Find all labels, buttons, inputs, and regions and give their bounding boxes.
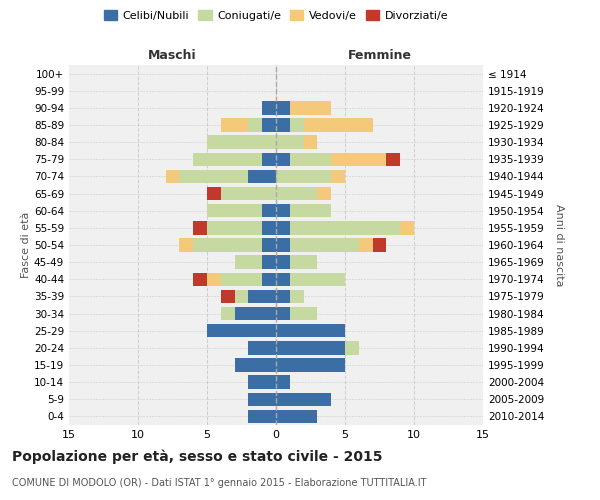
Bar [193, 152, 262, 166]
Bar [248, 290, 276, 303]
Text: Maschi: Maschi [148, 48, 197, 62]
Bar [304, 118, 373, 132]
Bar [373, 238, 386, 252]
Bar [262, 238, 276, 252]
Bar [262, 221, 276, 234]
Bar [276, 341, 345, 354]
Text: Femmine: Femmine [347, 48, 412, 62]
Bar [290, 272, 345, 286]
Bar [248, 341, 276, 354]
Bar [290, 256, 317, 269]
Bar [290, 204, 331, 218]
Bar [235, 358, 276, 372]
Bar [317, 187, 331, 200]
Bar [331, 170, 345, 183]
Bar [248, 410, 276, 423]
Bar [221, 118, 248, 132]
Bar [276, 272, 290, 286]
Bar [290, 118, 304, 132]
Bar [276, 170, 331, 183]
Text: COMUNE DI MODOLO (OR) - Dati ISTAT 1° gennaio 2015 - Elaborazione TUTTITALIA.IT: COMUNE DI MODOLO (OR) - Dati ISTAT 1° ge… [12, 478, 427, 488]
Bar [276, 221, 290, 234]
Bar [304, 136, 317, 149]
Bar [262, 272, 276, 286]
Bar [221, 290, 235, 303]
Bar [262, 204, 276, 218]
Legend: Celibi/Nubili, Coniugati/e, Vedovi/e, Divorziati/e: Celibi/Nubili, Coniugati/e, Vedovi/e, Di… [100, 6, 452, 25]
Bar [248, 170, 276, 183]
Bar [386, 152, 400, 166]
Bar [276, 410, 317, 423]
Bar [276, 118, 290, 132]
Bar [193, 272, 207, 286]
Bar [290, 152, 331, 166]
Bar [221, 307, 235, 320]
Bar [290, 238, 359, 252]
Bar [331, 152, 386, 166]
Bar [290, 221, 400, 234]
Bar [248, 376, 276, 389]
Bar [193, 221, 207, 234]
Bar [400, 221, 414, 234]
Bar [207, 272, 221, 286]
Bar [276, 256, 290, 269]
Bar [166, 170, 179, 183]
Bar [262, 256, 276, 269]
Bar [221, 187, 276, 200]
Bar [179, 170, 248, 183]
Bar [276, 376, 290, 389]
Bar [262, 118, 276, 132]
Bar [248, 118, 262, 132]
Bar [207, 221, 262, 234]
Bar [207, 204, 262, 218]
Bar [276, 152, 290, 166]
Bar [235, 290, 248, 303]
Bar [290, 290, 304, 303]
Bar [235, 307, 276, 320]
Y-axis label: Fasce di età: Fasce di età [21, 212, 31, 278]
Bar [193, 238, 262, 252]
Bar [276, 136, 304, 149]
Bar [276, 307, 290, 320]
Bar [207, 324, 276, 338]
Bar [290, 307, 317, 320]
Bar [276, 358, 345, 372]
Bar [235, 256, 262, 269]
Bar [276, 290, 290, 303]
Bar [290, 101, 331, 114]
Bar [276, 324, 345, 338]
Bar [276, 101, 290, 114]
Text: Popolazione per età, sesso e stato civile - 2015: Popolazione per età, sesso e stato civil… [12, 450, 383, 464]
Bar [345, 341, 359, 354]
Bar [262, 152, 276, 166]
Bar [262, 101, 276, 114]
Bar [221, 272, 262, 286]
Bar [276, 392, 331, 406]
Bar [248, 392, 276, 406]
Bar [179, 238, 193, 252]
Bar [359, 238, 373, 252]
Bar [276, 204, 290, 218]
Bar [207, 136, 276, 149]
Bar [276, 187, 317, 200]
Y-axis label: Anni di nascita: Anni di nascita [554, 204, 564, 286]
Bar [276, 238, 290, 252]
Bar [207, 187, 221, 200]
